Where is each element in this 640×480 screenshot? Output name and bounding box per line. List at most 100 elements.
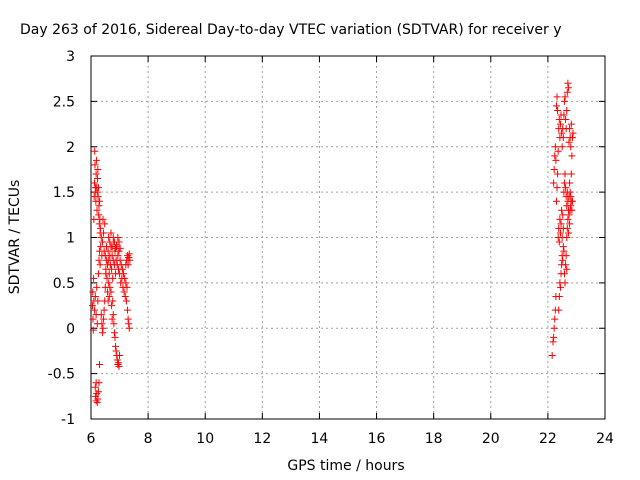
data-point — [122, 297, 130, 305]
data-point — [556, 283, 564, 291]
data-point — [118, 265, 126, 273]
grid — [91, 56, 605, 419]
data-point — [567, 143, 575, 151]
data-point — [100, 306, 108, 314]
chart-title: Day 263 of 2016, Sidereal Day-to-day VTE… — [20, 22, 562, 38]
data-point — [559, 211, 567, 219]
data-point — [121, 274, 129, 282]
y-tick-label: 2 — [66, 140, 75, 156]
data-point — [94, 193, 102, 201]
data-point — [554, 147, 562, 155]
data-point — [566, 220, 574, 228]
data-point — [92, 379, 100, 387]
data-point — [108, 302, 116, 310]
data-point — [548, 351, 556, 359]
data-point — [95, 211, 103, 219]
data-point — [568, 152, 576, 160]
data-point — [101, 220, 109, 228]
data-point — [555, 238, 563, 246]
data-point — [552, 156, 560, 164]
data-point — [563, 234, 571, 241]
data-point — [551, 315, 559, 323]
data-point — [560, 97, 568, 105]
data-point — [549, 338, 557, 346]
data-point — [567, 202, 575, 210]
x-tick-label: 22 — [539, 431, 557, 447]
data-point — [121, 292, 129, 300]
data-point — [90, 179, 98, 187]
data-point — [97, 234, 105, 241]
data-point — [94, 388, 102, 396]
data-point — [563, 88, 571, 96]
data-point — [116, 256, 124, 264]
data-point — [567, 120, 575, 128]
data-point — [104, 247, 112, 255]
x-tick-labels: 6 8 10 12 14 16 18 20 22 24 — [87, 431, 614, 447]
data-point — [93, 390, 101, 398]
data-point — [559, 243, 567, 251]
data-point — [124, 306, 132, 314]
data-point — [556, 120, 564, 128]
x-tick-label: 20 — [482, 431, 500, 447]
data-point — [555, 306, 563, 314]
data-point — [91, 147, 99, 155]
data-point — [91, 161, 99, 169]
data-point — [558, 143, 566, 151]
data-point — [120, 270, 128, 278]
data-point — [104, 288, 112, 296]
data-point — [124, 261, 132, 269]
data-point — [95, 256, 103, 264]
data-point — [109, 274, 117, 282]
data-point — [126, 256, 134, 264]
y-tick-label: -0.5 — [48, 367, 75, 383]
x-tick-label: 8 — [144, 431, 153, 447]
x-axis-title: GPS time / hours — [287, 458, 404, 474]
data-point — [563, 106, 571, 114]
data-point — [563, 224, 571, 232]
axis-ticks — [90, 55, 606, 420]
data-point — [116, 244, 124, 252]
data-point — [114, 234, 122, 241]
data-point — [558, 129, 566, 137]
data-point — [120, 288, 128, 296]
data-point — [99, 215, 107, 223]
data-point — [558, 206, 566, 214]
data-point — [553, 184, 561, 192]
data-point — [104, 297, 112, 305]
data-point — [560, 111, 568, 119]
y-tick-labels: -1 -0.5 0 0.5 1 1.5 2 2.5 3 — [48, 49, 75, 428]
data-point — [565, 211, 573, 219]
x-tick-label: 6 — [87, 431, 96, 447]
data-point — [110, 320, 118, 328]
data-point — [569, 129, 577, 137]
data-point — [98, 329, 106, 337]
data-point — [566, 134, 574, 142]
data-point — [89, 315, 97, 323]
data-point — [110, 329, 118, 337]
data-point — [90, 274, 98, 282]
data-point — [112, 342, 120, 350]
data-point — [93, 283, 101, 291]
x-tick-label: 10 — [196, 431, 214, 447]
x-tick-label: 16 — [368, 431, 386, 447]
data-point — [556, 229, 564, 237]
data-point — [566, 125, 574, 133]
data-point — [99, 324, 107, 332]
data-point — [96, 261, 104, 269]
data-point — [562, 116, 570, 124]
data-point — [91, 383, 99, 391]
y-axis-title: SDTVAR / TECUs — [7, 180, 23, 295]
data-point — [90, 306, 98, 314]
data-point — [559, 134, 567, 142]
data-point — [550, 324, 558, 332]
data-point — [124, 315, 132, 323]
y-tick-label: 3 — [66, 49, 75, 65]
data-point — [557, 220, 565, 228]
data-point — [125, 250, 133, 258]
data-point — [550, 333, 558, 341]
data-point — [91, 292, 99, 300]
data-point — [564, 215, 572, 223]
data-point — [564, 79, 572, 87]
data-point — [96, 197, 104, 205]
data-point — [554, 106, 562, 114]
